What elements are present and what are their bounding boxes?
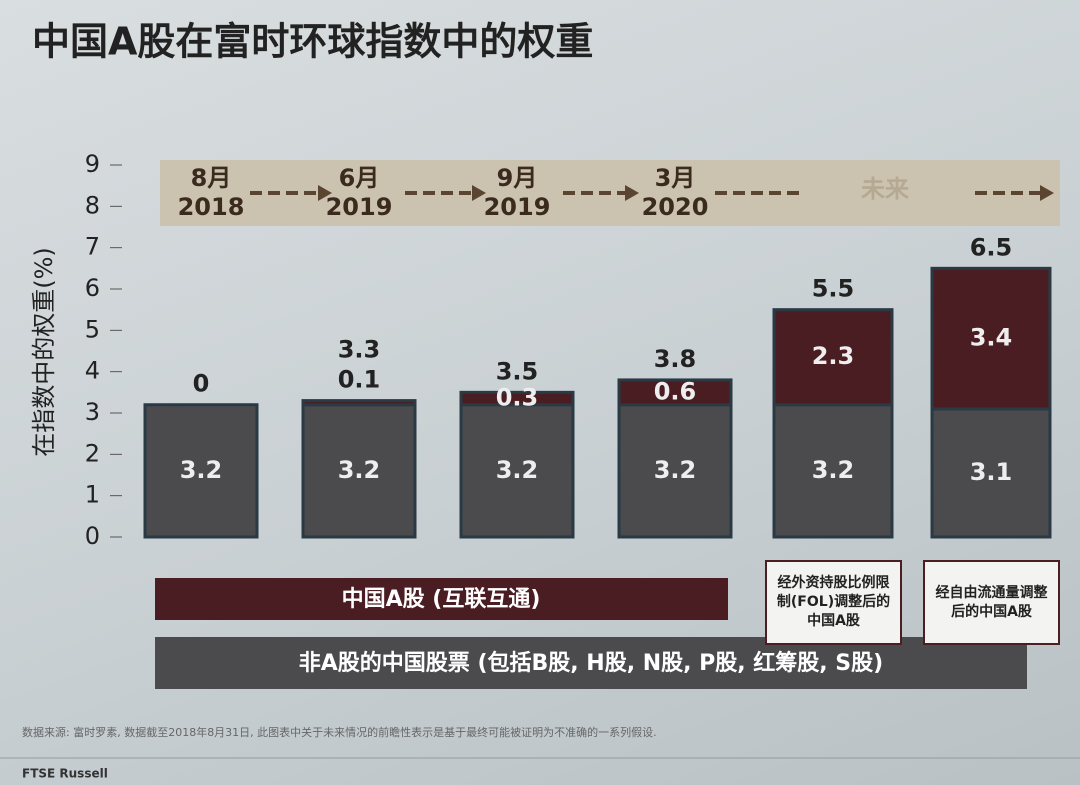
bar-segment bbox=[617, 378, 733, 407]
bar-segment bbox=[772, 403, 894, 539]
footer: FTSE Russell bbox=[22, 767, 108, 781]
bar-segment bbox=[301, 399, 417, 407]
value-label: 0.3 bbox=[496, 384, 539, 412]
value-label: 3.2 bbox=[496, 456, 539, 484]
legend-swatch bbox=[155, 637, 1027, 689]
timeline-label: 9月 2019 bbox=[483, 164, 551, 221]
bar-segment bbox=[617, 403, 733, 539]
y-tick-label: 3 bbox=[85, 398, 100, 426]
y-tick-label: 4 bbox=[85, 357, 100, 385]
value-label: 3.2 bbox=[338, 456, 381, 484]
total-label: 6.5 bbox=[970, 233, 1013, 261]
y-tick-label: 0 bbox=[85, 522, 100, 550]
y-tick-label: 7 bbox=[85, 233, 100, 261]
chart-title: 中国A股在富时环球指数中的权重 bbox=[32, 20, 593, 64]
bar-segment bbox=[459, 403, 575, 539]
value-label: 3.2 bbox=[180, 456, 223, 484]
y-tick-label: 1 bbox=[85, 481, 100, 509]
timeline-label: 8月 2018 bbox=[177, 164, 245, 221]
value-label: 0.6 bbox=[654, 377, 697, 405]
bar-segment bbox=[772, 308, 894, 407]
total-label: 3.5 bbox=[496, 357, 539, 385]
annotation-box: 经自由流通量调整后的中国A股 bbox=[923, 560, 1060, 645]
total-label: 3.3 bbox=[338, 336, 381, 364]
total-label: 3.8 bbox=[654, 345, 697, 373]
value-label: 3.4 bbox=[970, 324, 1013, 352]
total-label: 5.5 bbox=[812, 275, 855, 303]
value-label: 0 bbox=[193, 370, 210, 398]
legend-label: 中国A股 (互联互通) bbox=[342, 587, 541, 612]
value-label: 3.1 bbox=[970, 458, 1013, 486]
annotation-box: 经外资持股比例限制(FOL)调整后的中国A股 bbox=[765, 560, 902, 645]
legend-label: 非A股的中国股票 (包括B股, H股, N股, P股, 红筹股, S股) bbox=[299, 650, 883, 676]
value-label: 3.2 bbox=[654, 456, 697, 484]
bar-segment bbox=[459, 390, 575, 407]
y-tick-label: 6 bbox=[85, 274, 100, 302]
value-label: 0.1 bbox=[338, 366, 381, 394]
timeline-label: 3月 2020 bbox=[641, 164, 709, 221]
y-tick-label: 8 bbox=[85, 191, 100, 219]
y-tick-label: 2 bbox=[85, 439, 100, 467]
legend-swatch bbox=[155, 578, 728, 620]
bar-segment bbox=[930, 407, 1052, 539]
y-tick-label: 9 bbox=[85, 150, 100, 178]
value-label: 3.2 bbox=[812, 456, 855, 484]
arrow-heads bbox=[318, 185, 1054, 201]
source-note: 数据来源: 富时罗素, 数据截至2018年8月31日, 此图表中关于未来情况的前… bbox=[22, 725, 657, 739]
timeline-label: 6月 2019 bbox=[325, 164, 393, 221]
y-tick-label: 5 bbox=[85, 315, 100, 343]
y-axis-label: 在指数中的权重(%) bbox=[30, 247, 58, 457]
bar-segment bbox=[143, 403, 259, 539]
value-label: 2.3 bbox=[812, 342, 855, 370]
future-label: 未来 bbox=[861, 175, 910, 203]
bar-segment bbox=[930, 266, 1052, 411]
